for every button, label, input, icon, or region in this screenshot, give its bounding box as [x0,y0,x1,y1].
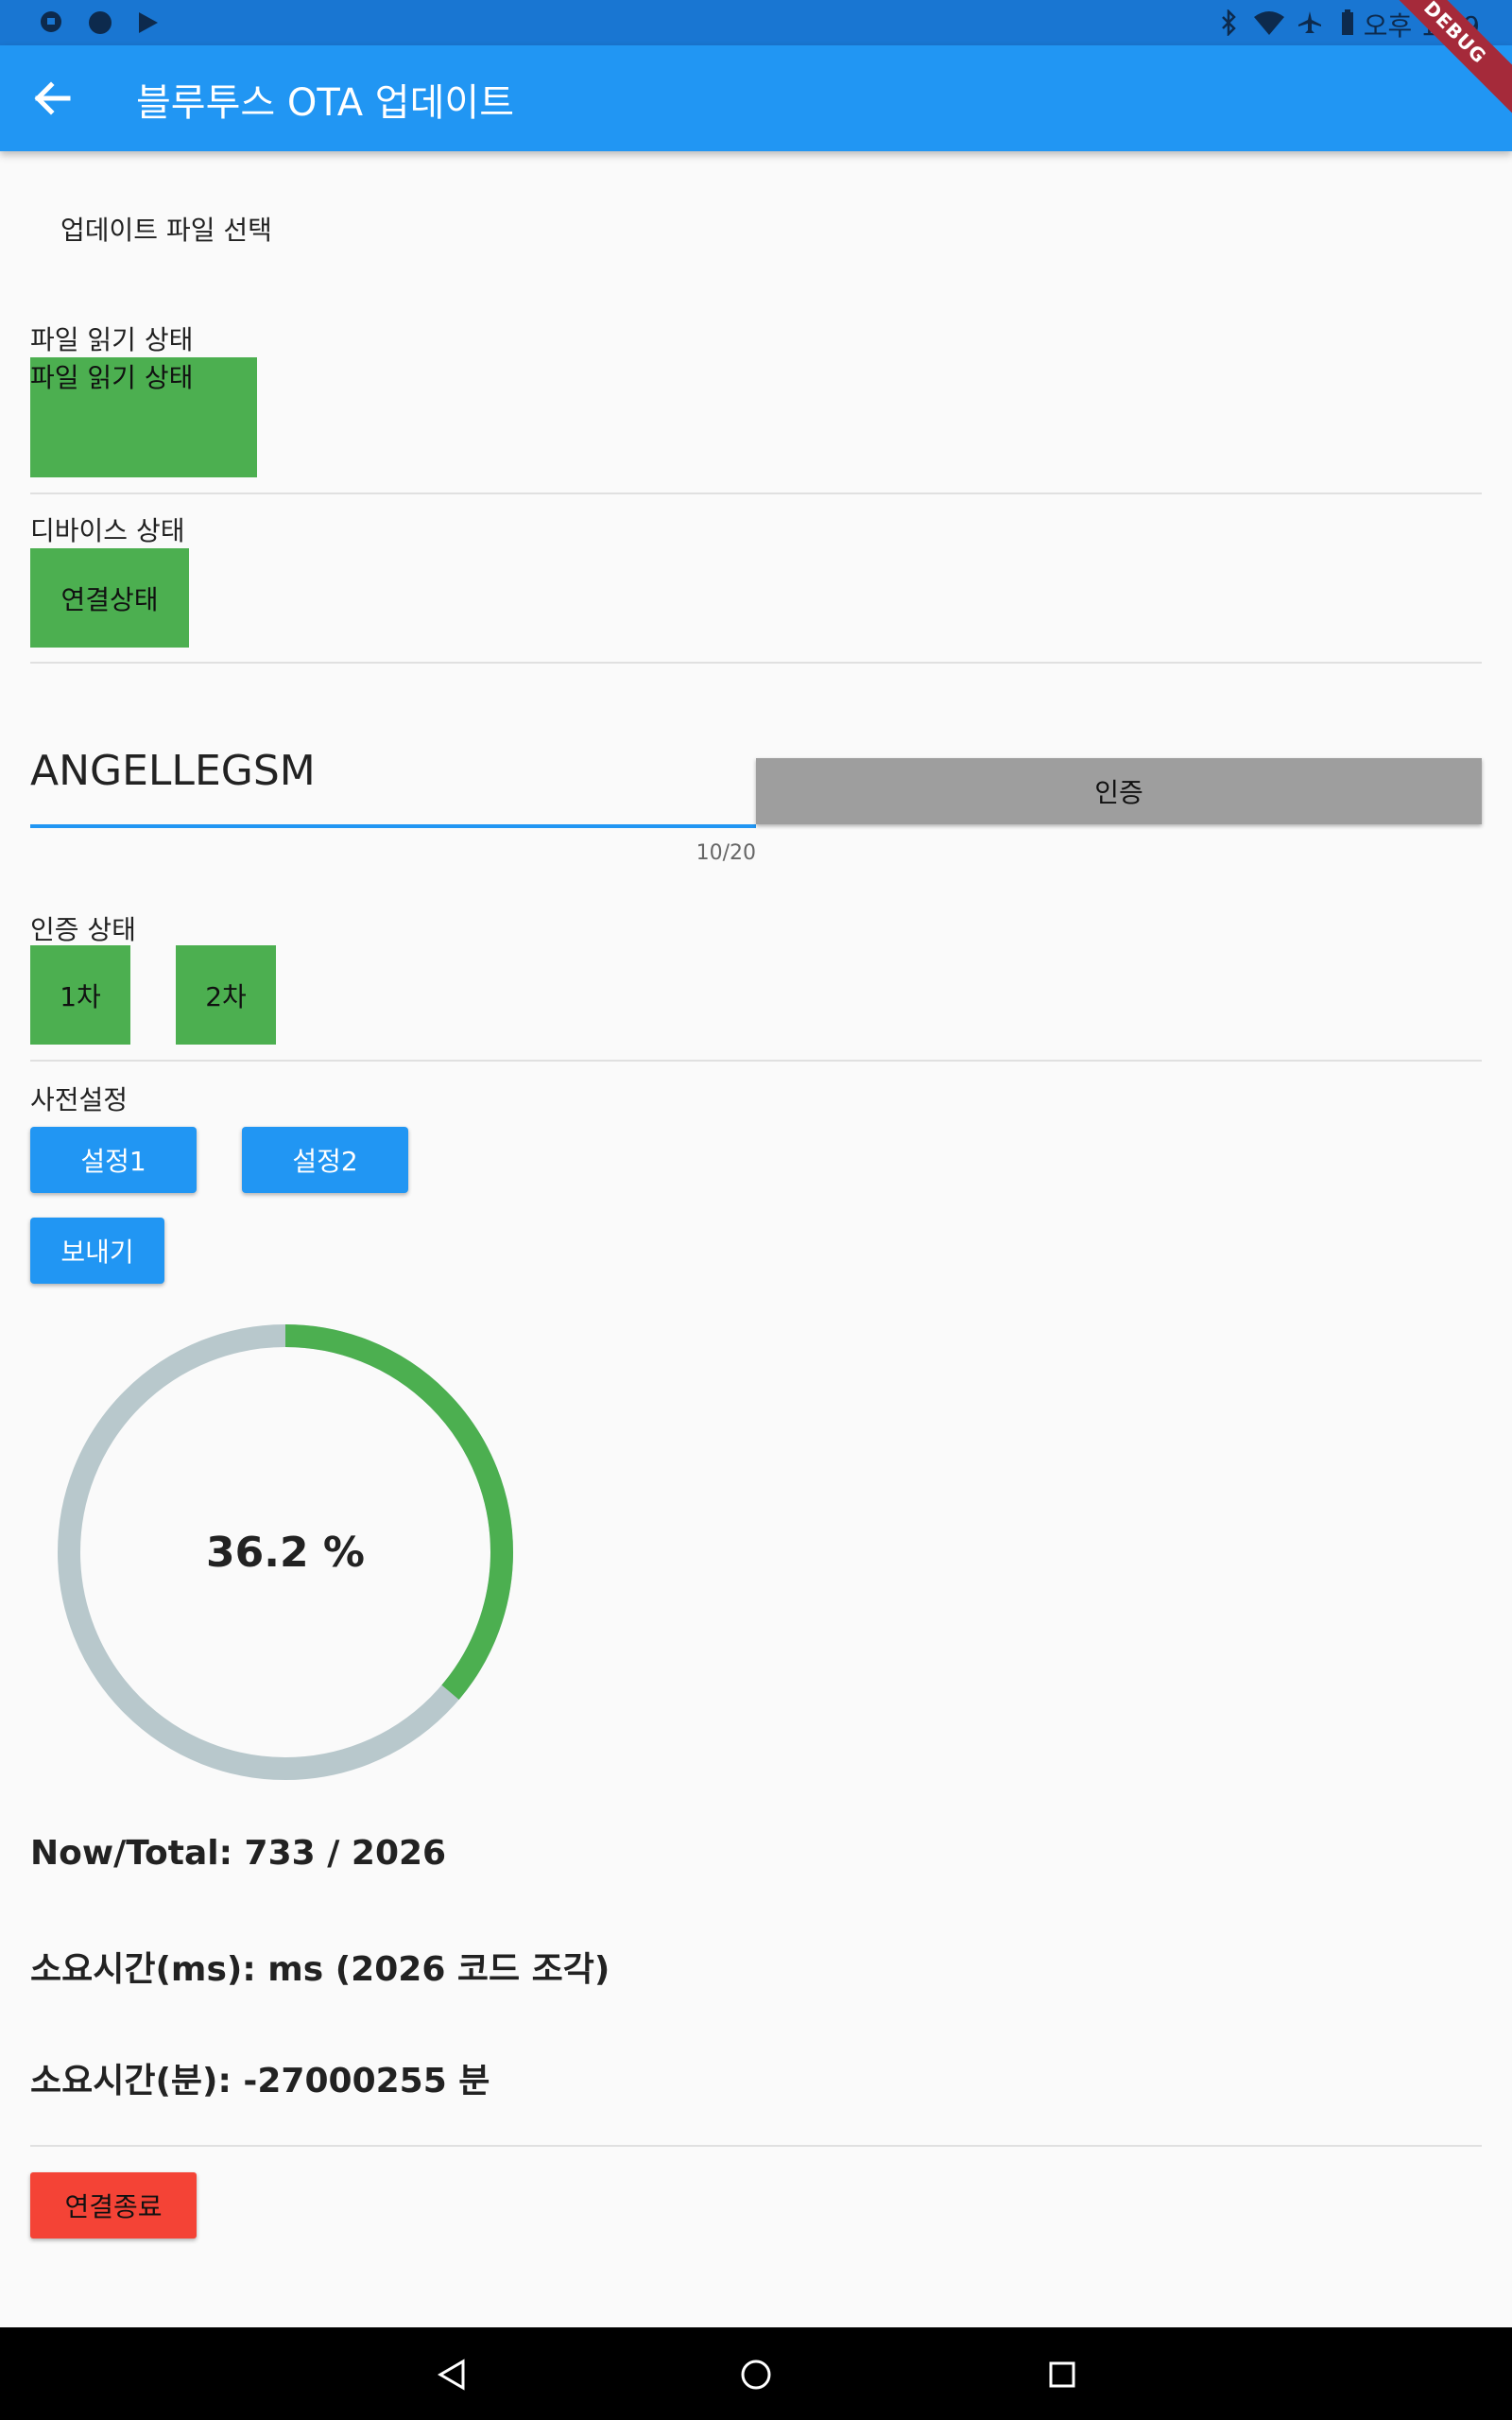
play-store-icon [139,12,158,33]
app-bar-title: 블루투스 OTA 업데이트 [136,81,515,125]
input-underline [30,824,756,828]
progress-percent: 36.2 % [206,1528,365,1577]
progress-ring [58,1324,513,1780]
elapsed-min-text: 소요시간(분): -27000255 분 [30,2062,490,2100]
auth-code-counter: 10/20 [696,841,756,865]
back-triangle-icon[interactable] [433,2356,471,2394]
disconnect-button[interactable]: 연결종료 [30,2172,197,2238]
bluetooth-icon [1222,9,1236,36]
debug-ribbon-container: DEBUG [1361,0,1512,151]
auth-status-label: 인증 상태 [30,914,136,945]
wifi-icon [1254,11,1284,35]
send-button[interactable]: 보내기 [30,1218,164,1284]
presets-label: 사전설정 [30,1084,129,1115]
back-button[interactable] [19,64,87,132]
auth-code-input[interactable]: ANGELLEGSM [30,735,756,830]
preset-2-label: 설정2 [292,1146,358,1177]
progress-indicator: 36.2 % [57,1323,514,1781]
auth-button-label: 인증 [1094,777,1143,808]
preset-1-label: 설정1 [80,1146,146,1177]
now-total-text: Now/Total: 733 / 2026 [30,1834,447,1873]
disconnect-label: 연결종료 [64,2191,163,2222]
auth-second-box: 2차 [176,945,276,1045]
preset-1-button[interactable]: 설정1 [30,1127,197,1193]
divider [30,1060,1482,1062]
home-circle-icon[interactable] [737,2356,775,2394]
connection-status-box: 연결상태 [30,548,189,648]
auth-second-text: 2차 [205,980,247,1012]
auth-code-value: ANGELLEGSM [30,747,316,795]
file-read-status-box: 파일 읽기 상태 [30,357,257,477]
navigation-bar [0,2327,1512,2420]
file-read-label: 파일 읽기 상태 [30,324,194,355]
divider [30,2145,1482,2147]
send-label: 보내기 [60,1236,134,1268]
file-read-status-text: 파일 읽기 상태 [30,362,194,393]
device-status-label: 디바이스 상태 [30,515,185,546]
auth-first-box: 1차 [30,945,130,1045]
preset-2-button[interactable]: 설정2 [242,1127,408,1193]
app-bar: 블루투스 OTA 업데이트 [0,45,1512,151]
debug-banner: DEBUG [1363,0,1512,125]
progress-fill [58,1324,513,1780]
battery-icon [1342,9,1353,35]
airplane-icon [1298,11,1321,33]
divider [30,493,1482,494]
arrow-back-icon [34,81,71,115]
chat-icon [41,11,61,32]
auth-first-text: 1차 [60,980,101,1012]
file-select-button[interactable]: 업데이트 파일 선택 [60,215,272,246]
connection-status-text: 연결상태 [60,583,159,615]
divider [30,662,1482,664]
elapsed-ms-text: 소요시간(ms): ms (2026 코드 조각) [30,1950,610,1989]
status-bar: 오후 1:19 [0,0,1512,45]
auth-button[interactable]: 인증 [756,758,1482,824]
recents-square-icon[interactable] [1043,2356,1081,2394]
circle-icon [89,11,112,34]
